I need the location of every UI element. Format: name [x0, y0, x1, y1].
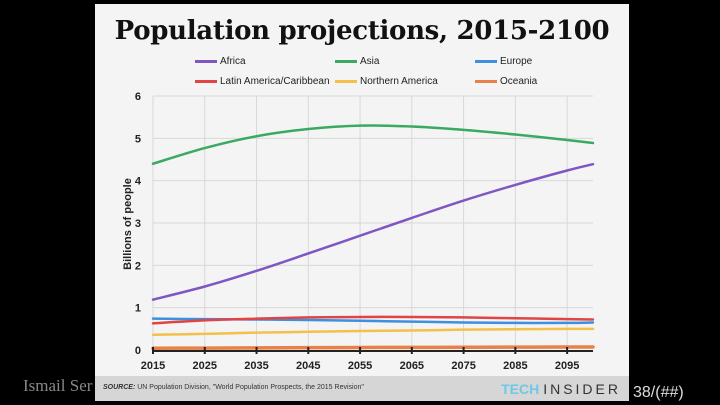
- source-note: SOURCE: UN Population Division, "World P…: [103, 384, 364, 391]
- legend-label: Africa: [220, 56, 246, 67]
- source-text: UN Population Division, "World Populatio…: [135, 384, 364, 391]
- x-tick-label: 2075: [451, 360, 475, 372]
- line-chart: 0 1 2 3 4 5 6 2015 2025 2035 2045 2055 2065 2075 2085…: [122, 91, 595, 372]
- y-tick-label: 0: [135, 345, 141, 357]
- y-tick-label: 2: [135, 260, 141, 272]
- x-tick-label: 2025: [193, 360, 217, 372]
- legend-swatch-northern-america: [335, 80, 357, 83]
- legend-item-africa: Africa: [195, 56, 246, 67]
- legend-swatch-asia: [335, 60, 357, 63]
- chart-panel: Population projections, 2015-2100 Africa…: [95, 4, 629, 401]
- legend-label: Oceania: [500, 76, 538, 87]
- y-tick-label: 1: [135, 303, 141, 315]
- legend-label: Europe: [500, 56, 533, 67]
- y-tick-label: 3: [135, 218, 141, 230]
- chart-title: Population projections, 2015-2100: [114, 16, 610, 46]
- slide-page-number: 38/(##): [633, 384, 684, 401]
- y-axis-label: Billions of people: [122, 178, 134, 270]
- x-tick-label: 2085: [503, 360, 527, 372]
- x-tick-label: 2055: [348, 360, 372, 372]
- brand-logo: TECH INSIDER: [501, 381, 621, 397]
- footer-band: SOURCE: UN Population Division, "World P…: [95, 376, 629, 401]
- brand-tech: TECH: [501, 381, 540, 397]
- y-axis-ticks: 0 1 2 3 4 5 6: [135, 91, 142, 357]
- series-line-latin-america-caribbean: [151, 315, 595, 325]
- legend-item-asia: Asia: [335, 56, 379, 67]
- legend-swatch-europe: [475, 60, 497, 63]
- x-tick-label: 2095: [555, 360, 579, 372]
- x-tick-label: 2045: [296, 360, 320, 372]
- legend-item-northern-america: Northern America: [335, 76, 438, 87]
- legend-swatch-latin-america: [195, 80, 217, 83]
- x-tick-label: 2035: [244, 360, 268, 372]
- series-line-asia: [151, 124, 595, 165]
- legend-swatch-africa: [195, 60, 217, 63]
- series-line-africa: [151, 162, 595, 301]
- legend-label: Asia: [360, 56, 380, 67]
- x-axis-ticks: 2015 2025 2035 2045 2055 2065 2075 2085 2095: [141, 360, 580, 372]
- x-tick-label: 2065: [400, 360, 424, 372]
- series-lines: [151, 124, 595, 351]
- y-tick-label: 5: [135, 133, 141, 145]
- legend-label: Latin America/Caribbean: [220, 76, 330, 87]
- legend-item-oceania: Oceania: [475, 76, 537, 87]
- series-line-northern-america: [151, 327, 595, 337]
- y-tick-label: 4: [135, 176, 142, 188]
- source-label: SOURCE:: [103, 384, 136, 391]
- x-tick-label: 2015: [141, 360, 165, 372]
- slide-author: Ismail Ser: [23, 376, 93, 395]
- y-tick-label: 6: [135, 91, 141, 103]
- legend-item-europe: Europe: [475, 56, 532, 67]
- legend-swatch-oceania: [475, 80, 497, 83]
- x-axis: [152, 347, 593, 354]
- grid: [152, 95, 593, 350]
- legend-label: Northern America: [360, 76, 438, 87]
- legend-item-latin-america: Latin America/Caribbean: [195, 76, 330, 87]
- series-line-oceania: [151, 345, 595, 351]
- brand-insider: INSIDER: [543, 381, 621, 397]
